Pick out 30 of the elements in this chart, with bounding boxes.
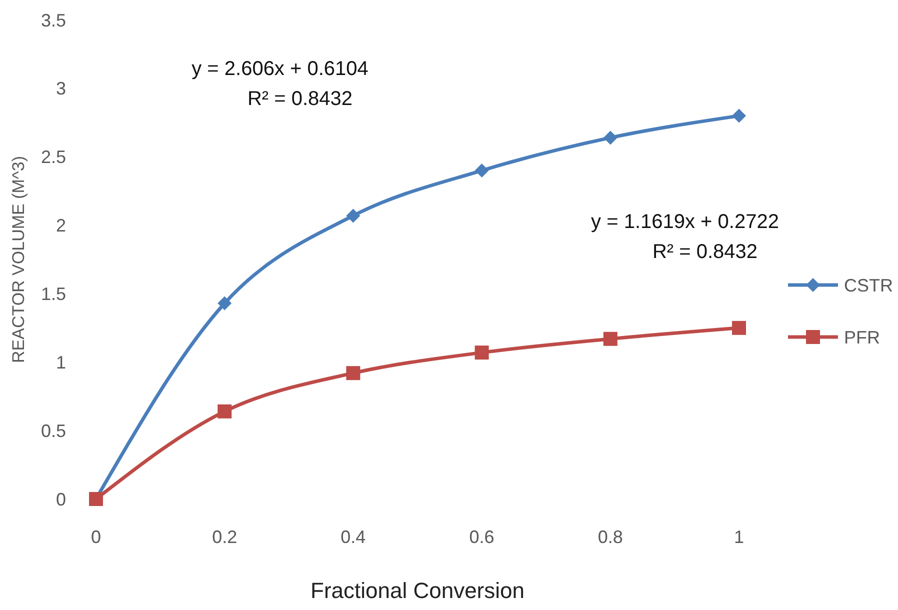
y-tick-label: 3.5 xyxy=(40,10,66,30)
y-tick-label: 3 xyxy=(56,78,66,99)
x-tick-label: 0.6 xyxy=(469,527,494,547)
x-axis-title: Fractional Conversion xyxy=(310,578,524,603)
legend-label: CSTR xyxy=(844,275,893,296)
point xyxy=(732,320,746,335)
y-tick-label: 1 xyxy=(56,352,66,372)
y-tick-label: 0.5 xyxy=(40,420,66,441)
y-tick-label: 0 xyxy=(56,489,66,510)
x-tick-label: 1 xyxy=(734,527,744,547)
x-tick-label: 0.4 xyxy=(340,527,366,547)
point xyxy=(346,208,360,223)
point xyxy=(474,164,489,178)
annotation: y = 1.1619x + 0.2722 R² = 0.8432 xyxy=(591,211,779,263)
legend-label: PFR xyxy=(844,327,880,348)
point xyxy=(732,108,746,123)
y-tick-label: 2 xyxy=(56,216,66,236)
y-tick-label: 1.5 xyxy=(40,284,66,304)
point xyxy=(218,296,232,310)
y-tick-label: 2.5 xyxy=(40,147,66,168)
x-tick-label: 0.2 xyxy=(212,527,238,547)
point xyxy=(603,332,618,346)
annotation: y = 2.606x + 0.6104 R² = 0.8432 xyxy=(192,58,368,110)
point xyxy=(474,346,489,360)
x-tick-label: 0 xyxy=(90,527,102,547)
point xyxy=(218,404,232,418)
y-axis-title: REACTOR VOLUME (M^3) xyxy=(9,156,28,363)
point xyxy=(346,366,360,380)
point xyxy=(603,130,618,145)
x-tick-label: 0.8 xyxy=(598,527,623,547)
